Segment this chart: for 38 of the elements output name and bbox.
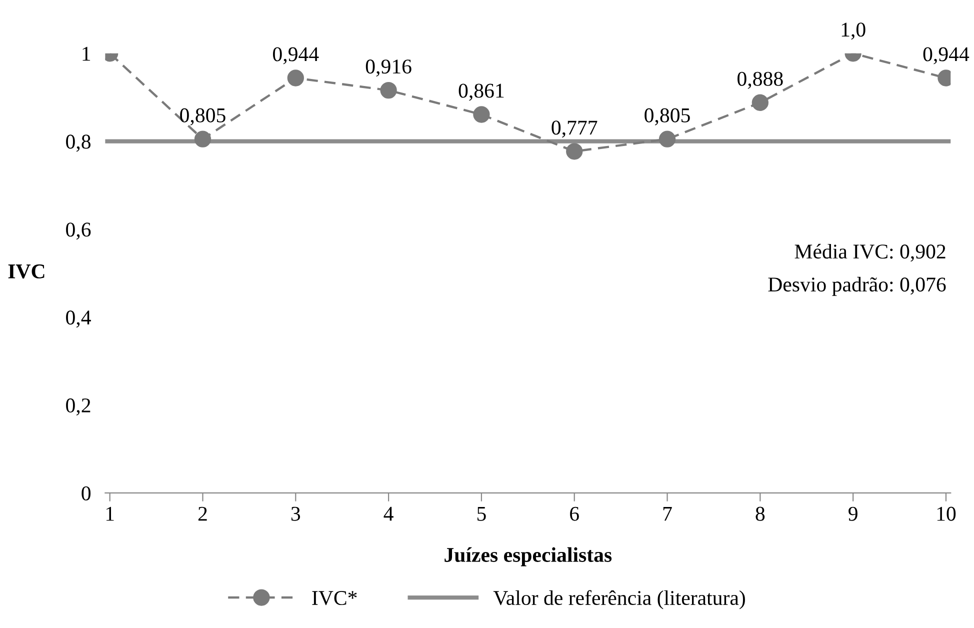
- x-tick-label: 5: [477, 506, 486, 521]
- y-tick-label: 0,2: [66, 398, 90, 416]
- annotation: Média IVC: 0,902: [794, 244, 946, 262]
- y-tick-label: 0,6: [66, 222, 91, 240]
- x-tick-label: 3: [291, 506, 300, 521]
- x-tick-label: 1: [106, 506, 114, 521]
- y-tick-label: 0: [82, 486, 91, 500]
- x-tick-label: 9: [848, 506, 858, 521]
- data-label: 0,861: [458, 84, 504, 101]
- point: [473, 106, 490, 123]
- y-tick-label: 0,8: [66, 134, 91, 152]
- x-tick-label: 6: [570, 506, 579, 521]
- y-tick-label: 0,4: [66, 310, 91, 328]
- legend-label: Valor de referência (literatura): [493, 590, 745, 610]
- point: [752, 94, 769, 111]
- point: [287, 70, 304, 86]
- legend-label: IVC*: [312, 591, 357, 606]
- point: [380, 82, 397, 99]
- x-tick-label: 8: [756, 506, 765, 521]
- annotation: Desvio padrão: 0,076: [768, 276, 946, 296]
- x-tick-label: 4: [384, 506, 394, 521]
- x-tick-label: 10: [937, 506, 956, 521]
- y-axis-title: IVC: [8, 264, 44, 279]
- x-tick-label: 7: [663, 506, 672, 521]
- point: [194, 130, 212, 148]
- x-tick-label: 2: [198, 506, 207, 521]
- data-label: 1,0: [842, 22, 866, 40]
- y-tick-label: 1: [82, 46, 90, 61]
- data-label: 0,944: [923, 47, 970, 64]
- data-label: 0,944: [273, 47, 319, 64]
- point: [566, 143, 583, 160]
- data-label: 0,805: [644, 108, 690, 126]
- point: [658, 130, 676, 148]
- x-axis-title: Juízes especialistas: [444, 547, 612, 566]
- data-label: 0,805: [180, 108, 226, 126]
- data-label: 0,777: [552, 120, 598, 138]
- data-label: 0,916: [366, 60, 412, 77]
- data-label: 0,888: [738, 72, 783, 89]
